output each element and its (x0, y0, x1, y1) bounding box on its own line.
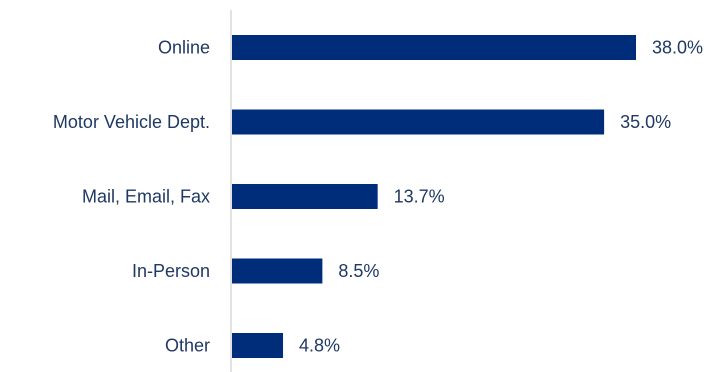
bar-in-person (232, 258, 323, 284)
bar-motor-vehicle-dept (232, 109, 605, 135)
bar-mail-email-fax (232, 184, 378, 209)
value-label: 4.8% (299, 336, 340, 356)
value-label: 35.0% (620, 112, 671, 132)
bars-layer (232, 35, 636, 358)
bar-online (232, 35, 636, 60)
category-label: Mail, Email, Fax (82, 187, 210, 207)
value-label: 13.7% (394, 187, 445, 207)
category-label: In-Person (132, 261, 210, 281)
bar-other (232, 333, 284, 358)
category-label: Other (165, 336, 210, 356)
value-label: 38.0% (652, 38, 703, 58)
labels-layer: Online 38.0% Motor Vehicle Dept. 35.0% Mail,… (53, 38, 703, 356)
category-label: Online (158, 38, 210, 58)
value-label: 8.5% (338, 261, 379, 281)
category-label: Motor Vehicle Dept. (53, 112, 210, 132)
